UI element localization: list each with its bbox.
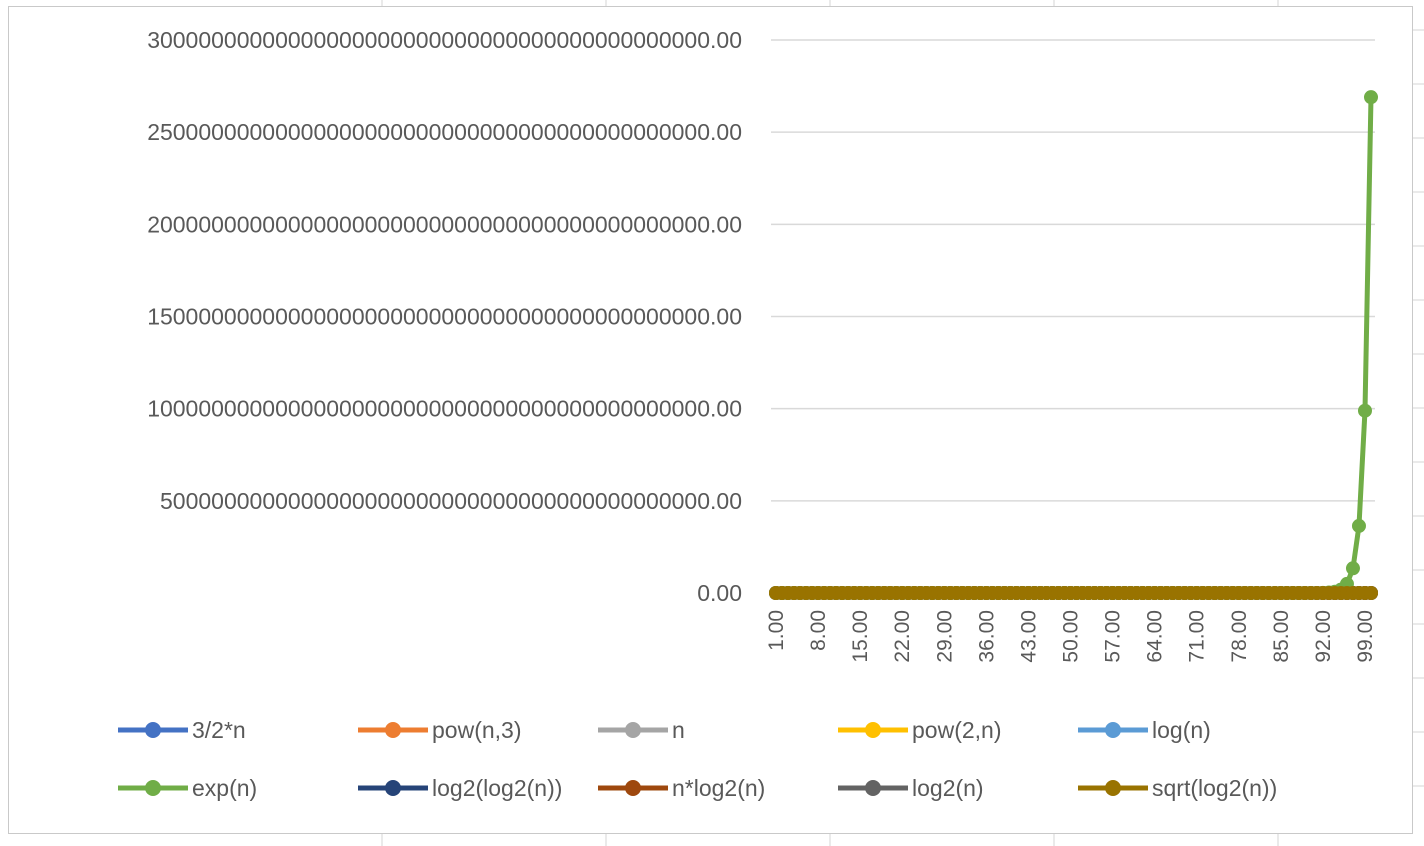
x-tick-label: 99.00 xyxy=(1354,610,1377,663)
y-tick-label: 2500000000000000000000000000000000000000… xyxy=(147,119,742,145)
legend-label: 3/2*n xyxy=(192,717,246,743)
x-tick-label: 36.00 xyxy=(975,610,998,663)
legend-item[interactable]: exp(n) xyxy=(118,775,257,801)
data-point xyxy=(1351,518,1366,533)
data-point xyxy=(1345,561,1360,576)
data-point xyxy=(1364,90,1378,105)
legend-item[interactable]: n*log2(n) xyxy=(598,775,765,801)
legend-marker xyxy=(625,780,641,796)
y-tick-label: 0.00 xyxy=(697,580,742,606)
x-tick-label: 50.00 xyxy=(1059,610,1082,663)
legend-marker xyxy=(385,780,401,796)
legend-item[interactable]: log(n) xyxy=(1078,717,1211,743)
x-tick-label: 64.00 xyxy=(1144,610,1167,663)
legend-item[interactable]: n xyxy=(598,717,685,743)
gridlines xyxy=(771,39,1375,594)
legend-item[interactable]: log2(n) xyxy=(838,775,984,801)
legend-marker xyxy=(865,780,881,796)
series-lines xyxy=(769,90,1378,600)
y-tick-label: 1000000000000000000000000000000000000000… xyxy=(147,396,742,422)
legend-label: exp(n) xyxy=(192,775,257,801)
legend-item[interactable]: sqrt(log2(n)) xyxy=(1078,775,1277,801)
x-tick-label: 29.00 xyxy=(933,610,956,663)
x-tick-label: 92.00 xyxy=(1312,610,1335,663)
legend-item[interactable]: pow(2,n) xyxy=(838,717,1001,743)
y-axis-tick-labels: 0.00 500000000000000000000000000000000000… xyxy=(147,27,742,606)
legend-marker xyxy=(1105,780,1121,796)
chart-area[interactable] xyxy=(8,6,1413,834)
legend-label: log(n) xyxy=(1152,717,1211,743)
series-exp(n) xyxy=(769,90,1378,600)
y-tick-label: 5000000000000000000000000000000000000000… xyxy=(160,488,742,514)
x-tick-label: 1.00 xyxy=(765,610,788,651)
x-tick-label: 15.00 xyxy=(849,610,872,663)
legend-label: n xyxy=(672,717,685,743)
legend-item[interactable]: 3/2*n xyxy=(118,717,246,743)
x-tick-label: 8.00 xyxy=(807,610,830,651)
x-tick-label: 43.00 xyxy=(1017,610,1040,663)
legend: 3/2*n pow(n,3) n pow(2,n) log(n) exp(n) log2(l… xyxy=(118,717,1277,801)
legend-label: pow(2,n) xyxy=(912,717,1001,743)
y-tick-label: 2000000000000000000000000000000000000000… xyxy=(147,211,742,237)
legend-marker xyxy=(865,722,881,738)
legend-marker xyxy=(1105,722,1121,738)
legend-marker xyxy=(385,722,401,738)
legend-label: sqrt(log2(n)) xyxy=(1152,775,1277,801)
y-tick-label: 1500000000000000000000000000000000000000… xyxy=(147,304,742,330)
legend-marker xyxy=(145,722,161,738)
legend-item[interactable]: pow(n,3) xyxy=(358,717,521,743)
x-tick-label: 57.00 xyxy=(1102,610,1125,663)
x-tick-label: 71.00 xyxy=(1186,610,1209,663)
legend-marker xyxy=(625,722,641,738)
legend-marker xyxy=(145,780,161,796)
legend-label: pow(n,3) xyxy=(432,717,521,743)
x-axis-tick-labels: 1.00 8.00 15.00 22.00 29.00 36.00 43.00 50.00 57… xyxy=(765,610,1377,663)
x-tick-label: 85.00 xyxy=(1270,610,1293,663)
legend-label: log2(n) xyxy=(912,775,984,801)
y-tick-label: 3000000000000000000000000000000000000000… xyxy=(147,27,742,53)
legend-item[interactable]: log2(log2(n)) xyxy=(358,775,562,801)
series-sqrt(log2(n)) xyxy=(769,586,1378,600)
x-tick-label: 78.00 xyxy=(1228,610,1251,663)
x-tick-label: 22.00 xyxy=(891,610,914,663)
legend-label: log2(log2(n)) xyxy=(432,775,562,801)
data-point xyxy=(1364,586,1378,600)
data-point xyxy=(1357,403,1372,418)
series-line xyxy=(776,97,1374,596)
legend-label: n*log2(n) xyxy=(672,775,765,801)
